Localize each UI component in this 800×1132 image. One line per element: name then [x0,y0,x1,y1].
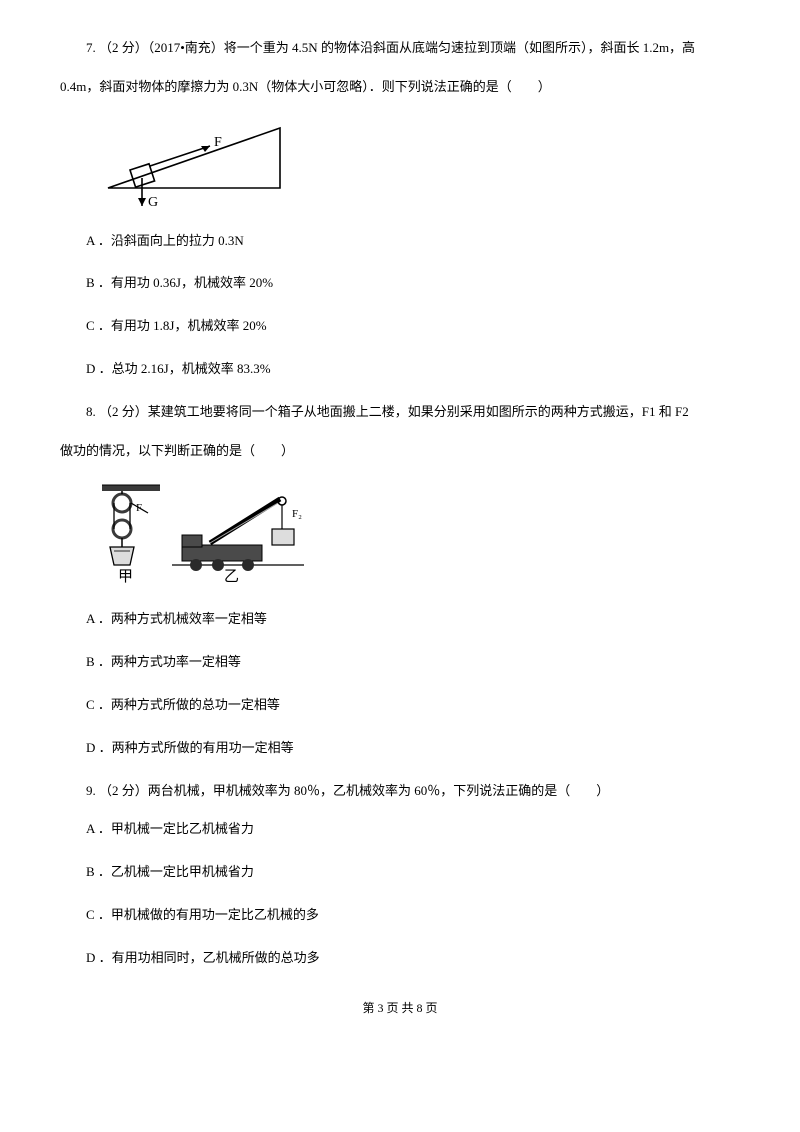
page-footer: 第 3 页 共 8 页 [60,999,740,1016]
q9-option-d: D ．有用功相同时，乙机械所做的总功多 [60,948,740,969]
q8-stem-line2: 做功的情况，以下判断正确的是（ ） [60,441,740,462]
q7-stem-line1: 7. （2 分）（2017•南充）将一个重为 4.5N 的物体沿斜面从底端匀速拉… [60,38,740,59]
q7-option-c: C ．有用功 1.8J，机械效率 20% [60,316,740,337]
q7-option-a: A ．沿斜面向上的拉力 0.3N [60,231,740,252]
q8-option-c: C ．两种方式所做的总功一定相等 [60,695,740,716]
q8-label-right: 乙 [224,569,239,585]
q7-label-F: F [214,135,222,150]
q9-option-c: C ．甲机械做的有用功一定比乙机械的多 [60,905,740,926]
q7-option-b: B ．有用功 0.36J，机械效率 20% [60,273,740,294]
q7-stem-line2: 0.4m，斜面对物体的摩擦力为 0.3N（物体大小可忽略）．则下列说法正确的是（… [60,77,740,98]
q8-label-f1: F [136,502,142,514]
q8-label-f2: F₂ [292,508,302,520]
q9-option-b: B ．乙机械一定比甲机械省力 [60,862,740,883]
q8-option-a: A ．两种方式机械效率一定相等 [60,609,740,630]
q7-option-d: D ．总功 2.16J，机械效率 83.3% [60,359,740,380]
q8-option-b: B ．两种方式功率一定相等 [60,652,740,673]
q7-diagram: F G [100,116,740,211]
page-content: 7. （2 分）（2017•南充）将一个重为 4.5N 的物体沿斜面从底端匀速拉… [0,0,800,1036]
q8-label-left: 甲 [118,569,133,585]
q7-label-G: G [148,195,158,210]
q8-stem-line1: 8. （2 分）某建筑工地要将同一个箱子从地面搬上二楼，如果分别采用如图所示的两… [60,402,740,423]
q9-stem: 9. （2 分）两台机械，甲机械效率为 80％，乙机械效率为 60％，下列说法正… [60,781,740,802]
q8-option-d: D ．两种方式所做的有用功一定相等 [60,738,740,759]
q8-diagram: F 甲 F₂ [100,479,740,589]
q9-option-a: A ．甲机械一定比乙机械省力 [60,819,740,840]
